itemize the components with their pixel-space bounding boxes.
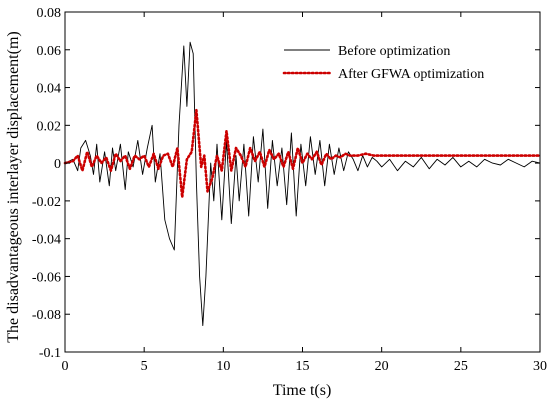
legend: Before optimization After GFWA optimizat… [279,34,507,86]
x-tick-label: 5 [141,359,148,374]
legend-label-after: After GFWA optimization [338,67,484,82]
x-tick-label: 30 [533,359,547,374]
x-tick-label: 20 [375,359,389,374]
x-axis-title: Time t(s) [273,382,332,399]
x-tick-label: 10 [216,359,230,374]
y-axis-title: The disadvantageous interlayer displacem… [5,31,22,342]
plot-area [63,41,542,327]
y-tick-label: 0.02 [37,119,62,134]
y-tick-label: -0.04 [32,233,61,248]
y-tick-label: -0.08 [32,308,61,323]
x-tick-label: 0 [62,359,69,374]
legend-box [279,34,507,86]
y-tick-label: -0.06 [32,270,61,285]
y-tick-label: 0.08 [37,6,62,21]
y-tick-label: -0.02 [32,195,61,210]
y-tick-label: -0.1 [39,346,61,361]
series-line-after [63,108,542,199]
y-tick-label: 0 [54,157,61,172]
y-tick-label: 0.04 [37,82,62,97]
y-tick-label: 0.06 [37,44,62,59]
legend-label-before: Before optimization [338,44,450,59]
x-tick-label: 15 [296,359,310,374]
x-tick-label: 25 [454,359,468,374]
axes: 0 5 10 15 20 25 30 -0.1 -0.08 -0.06 -0.04 -0.02 0 0.0… [32,6,547,374]
